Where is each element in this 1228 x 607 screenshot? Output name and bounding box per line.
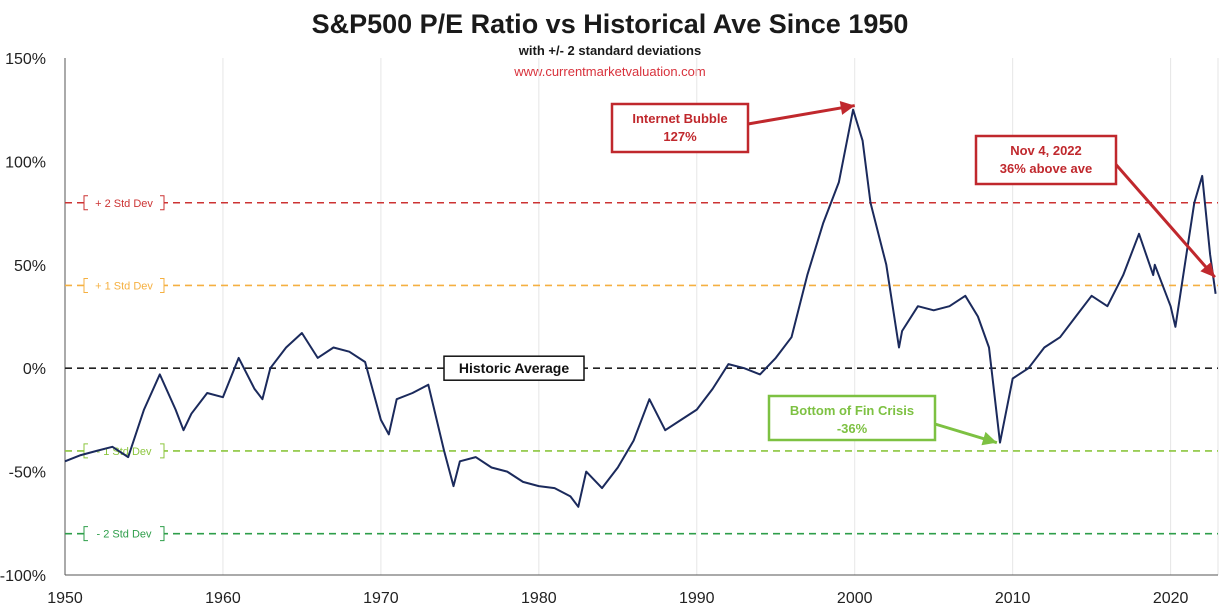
ref-line-label: + 2 Std Dev: [95, 198, 153, 210]
ref-label-bg: [84, 441, 164, 460]
reference-lines: + 2 Std Dev + 1 Std Dev Historic Average - …: [65, 193, 1218, 543]
historic-average-box: [443, 355, 585, 381]
ref-label-bracket: [160, 195, 165, 211]
y-tick-label: 0%: [23, 361, 46, 378]
chart-source: www.currentmarketvaluation.com: [513, 64, 705, 79]
ref-line-label: - 1 Std Dev: [96, 446, 152, 458]
y-tick-label: -50%: [9, 465, 46, 482]
annotation-arrow: [1110, 159, 1216, 279]
annotation-box: [610, 102, 750, 154]
annotation-text: 127%: [663, 129, 697, 144]
y-tick-label: -100%: [0, 568, 46, 585]
annotation-box: [974, 134, 1118, 186]
x-tick-label: 1980: [521, 590, 557, 607]
y-tick-label: 100%: [5, 154, 46, 171]
y-tick-label: 150%: [5, 51, 46, 68]
annotation: Bottom of Fin Crisis -36%: [767, 394, 998, 446]
annotation-text: Nov 4, 2022: [1010, 143, 1082, 158]
y-tick-label: 50%: [14, 258, 46, 275]
x-tick-label: 1990: [679, 590, 715, 607]
x-tick-label: 2000: [837, 590, 873, 607]
chart-title: S&P500 P/E Ratio vs Historical Ave Since…: [312, 9, 909, 39]
historic-average-label: Historic Average: [459, 360, 569, 376]
ref-label-bg: [84, 524, 164, 543]
ref-label-bracket: [160, 443, 165, 459]
x-tick-label: 2010: [995, 590, 1031, 607]
ref-label-bracket: [83, 526, 88, 542]
annotation: Internet Bubble 127%: [610, 101, 855, 154]
series-line-pe-ratio: [64, 108, 1217, 508]
x-tick-label: 1960: [205, 590, 241, 607]
x-tick-label: 2020: [1153, 590, 1189, 607]
ref-label-bracket: [83, 443, 88, 459]
ref-label-bracket: [83, 195, 88, 211]
annotation-box: [767, 394, 937, 442]
chart-subtitle: with +/- 2 standard deviations: [518, 43, 701, 58]
annotation-text: -36%: [837, 421, 868, 436]
annotation-arrow: [747, 104, 855, 126]
annotation-arrowhead: [839, 101, 855, 115]
ref-label-bracket: [160, 277, 165, 293]
ref-label-bg: [84, 193, 164, 212]
annotation: Nov 4, 2022 36% above ave: [974, 134, 1216, 279]
annotation-arrowhead: [1200, 262, 1215, 278]
ref-line-label: - 2 Std Dev: [96, 529, 152, 541]
annotation-text: 36% above ave: [1000, 161, 1093, 176]
ref-label-bracket: [83, 277, 88, 293]
axes: 1950 1960 1970 1980 1990 2000 2010 2020 150% 100%…: [0, 51, 1218, 607]
annotation-arrowhead: [981, 431, 997, 446]
annotation-text: Internet Bubble: [632, 111, 727, 126]
x-tick-label: 1970: [363, 590, 399, 607]
ref-label-bg: [84, 276, 164, 295]
x-tick-label: 1950: [47, 590, 83, 607]
ref-line-label: + 1 Std Dev: [95, 280, 153, 292]
annotations: Internet Bubble 127% Nov 4, 2022 36% above …: [610, 101, 1216, 446]
ref-label-bracket: [160, 526, 165, 542]
annotation-text: Bottom of Fin Crisis: [790, 403, 914, 418]
